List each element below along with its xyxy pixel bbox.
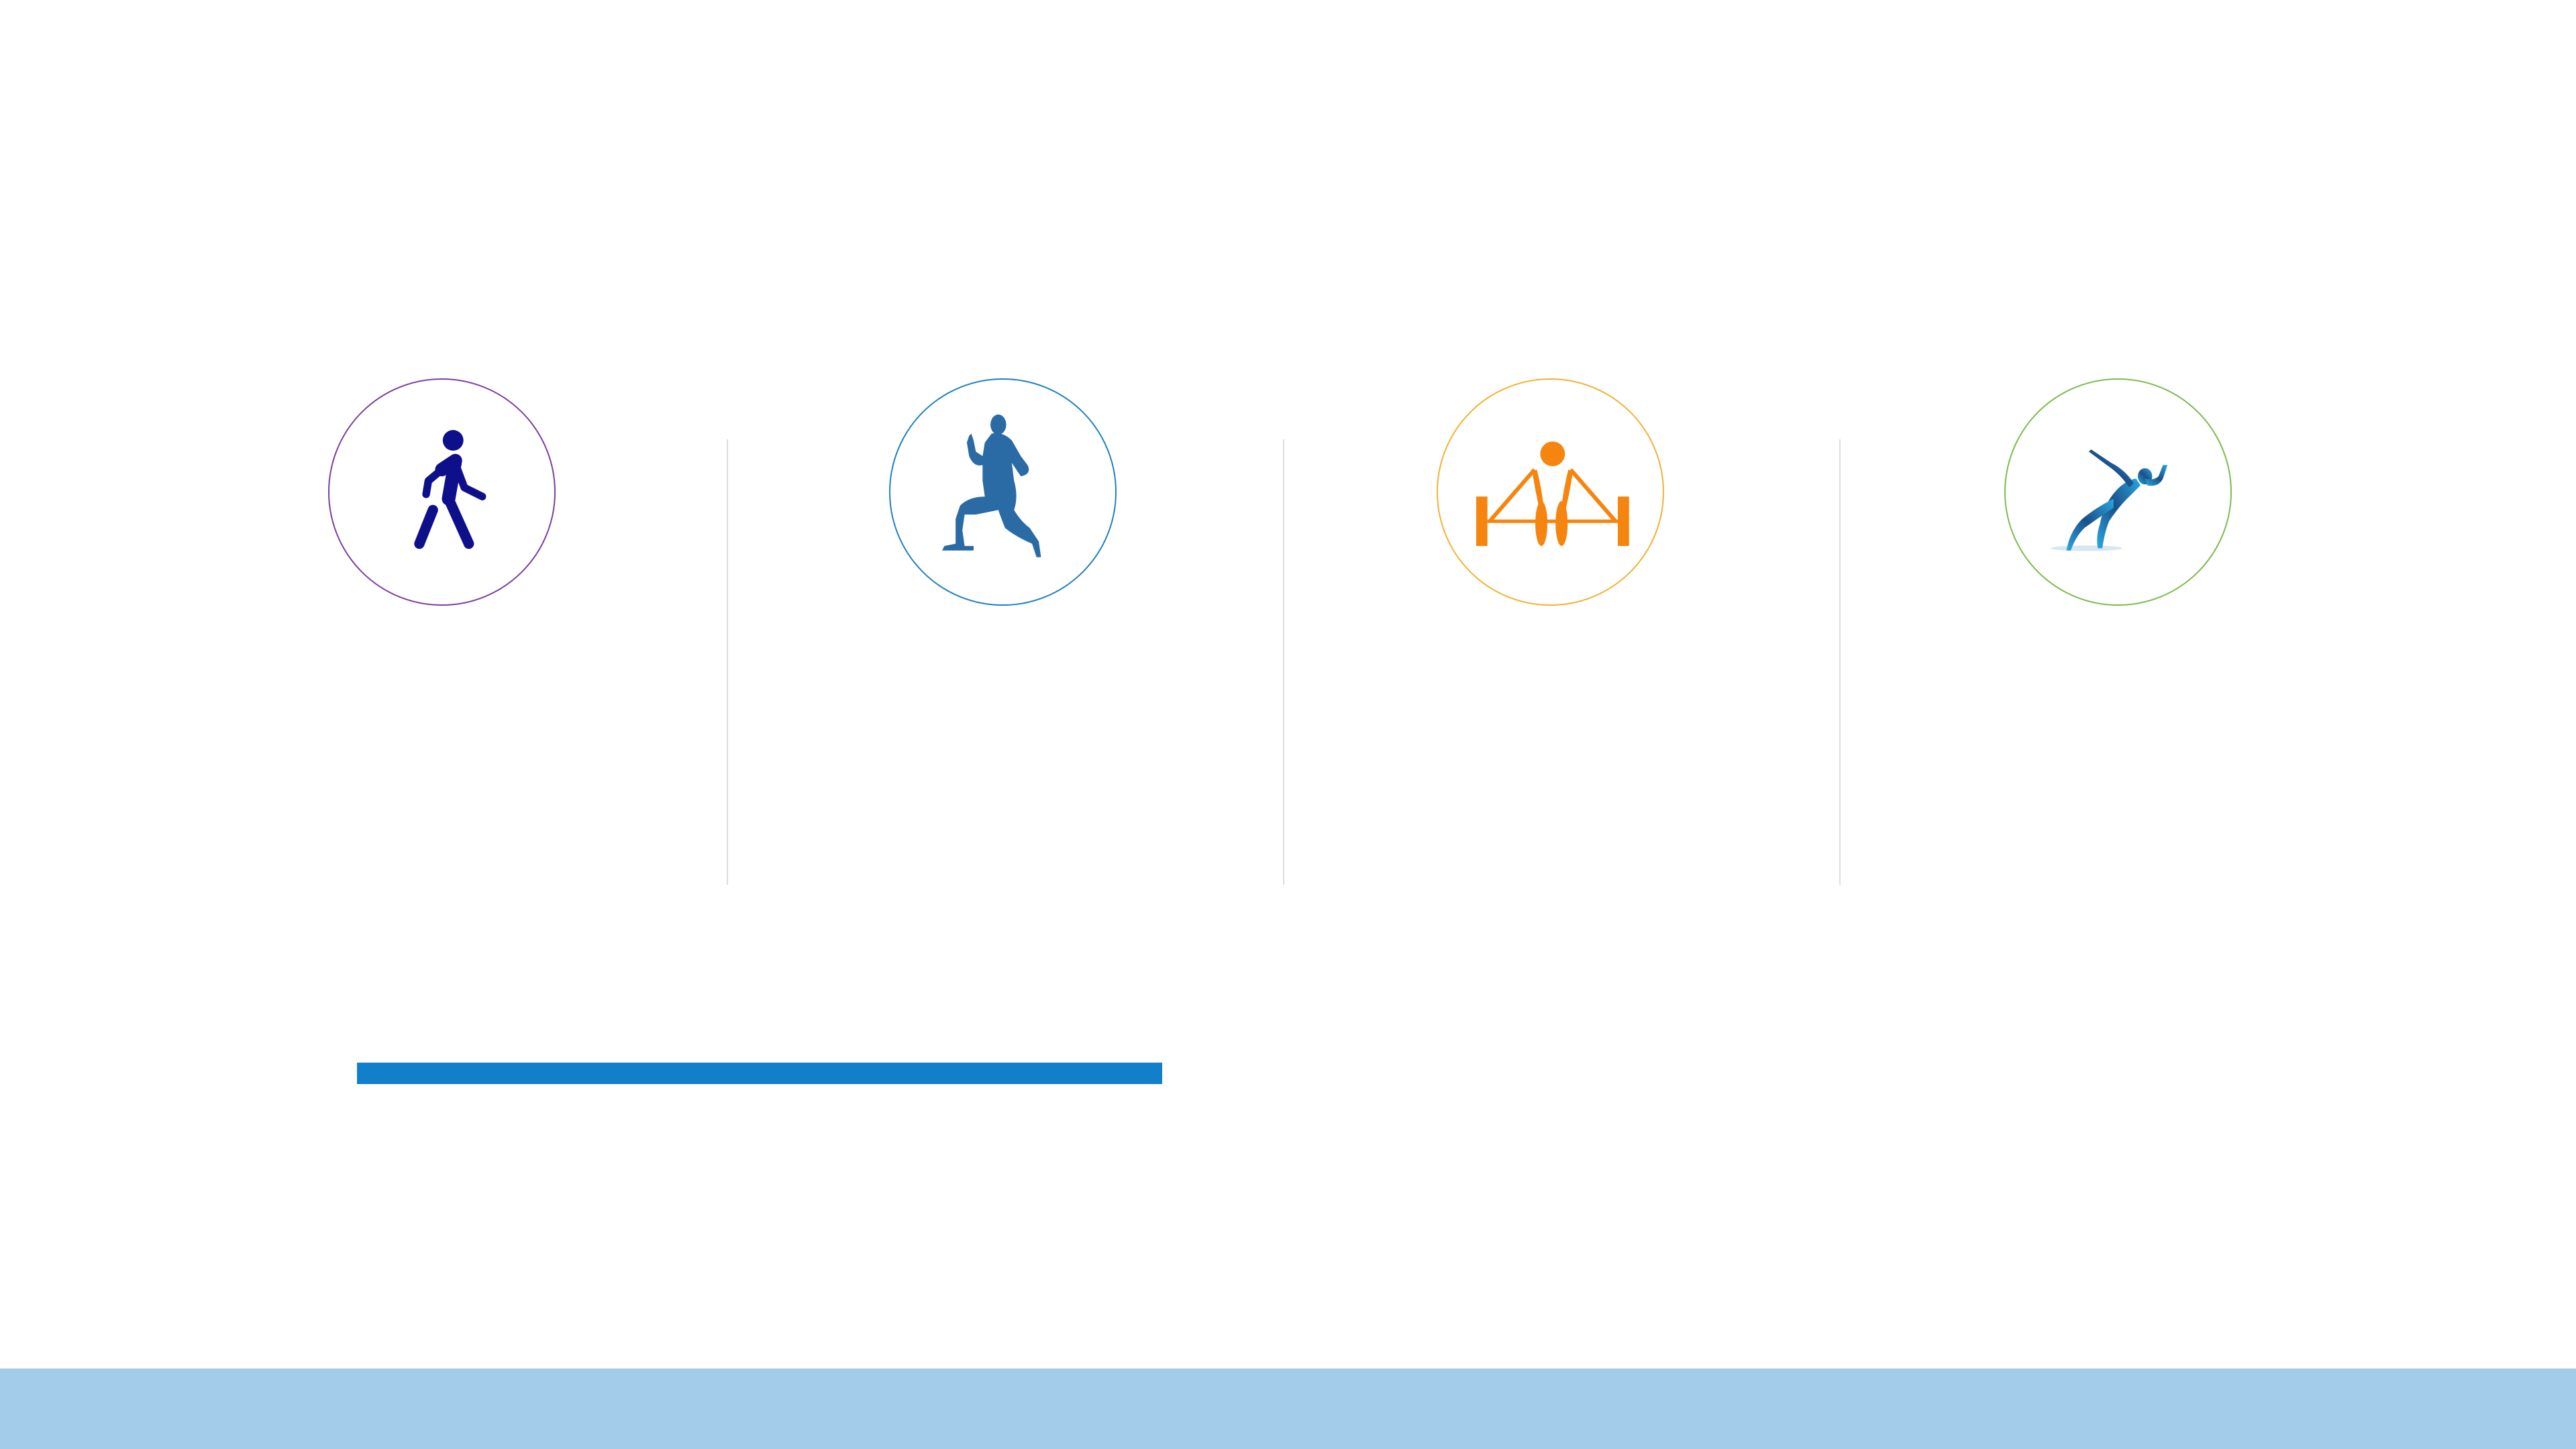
sprinter-icon (2051, 449, 2168, 551)
sprinter-icon-circle (2004, 378, 2232, 606)
accent-bar (357, 1063, 1162, 1084)
weightlifter-icon (1476, 441, 1629, 546)
weightlifting-icon-circle (1437, 378, 1664, 606)
column-divider (1839, 439, 1841, 885)
walking-person-icon (414, 430, 486, 549)
walking-icon-circle (328, 378, 556, 606)
running-man-icon (942, 414, 1041, 557)
footer-band (0, 1368, 2576, 1449)
running-icon-circle (889, 378, 1117, 606)
column-divider (727, 439, 728, 885)
column-divider (1283, 439, 1284, 885)
